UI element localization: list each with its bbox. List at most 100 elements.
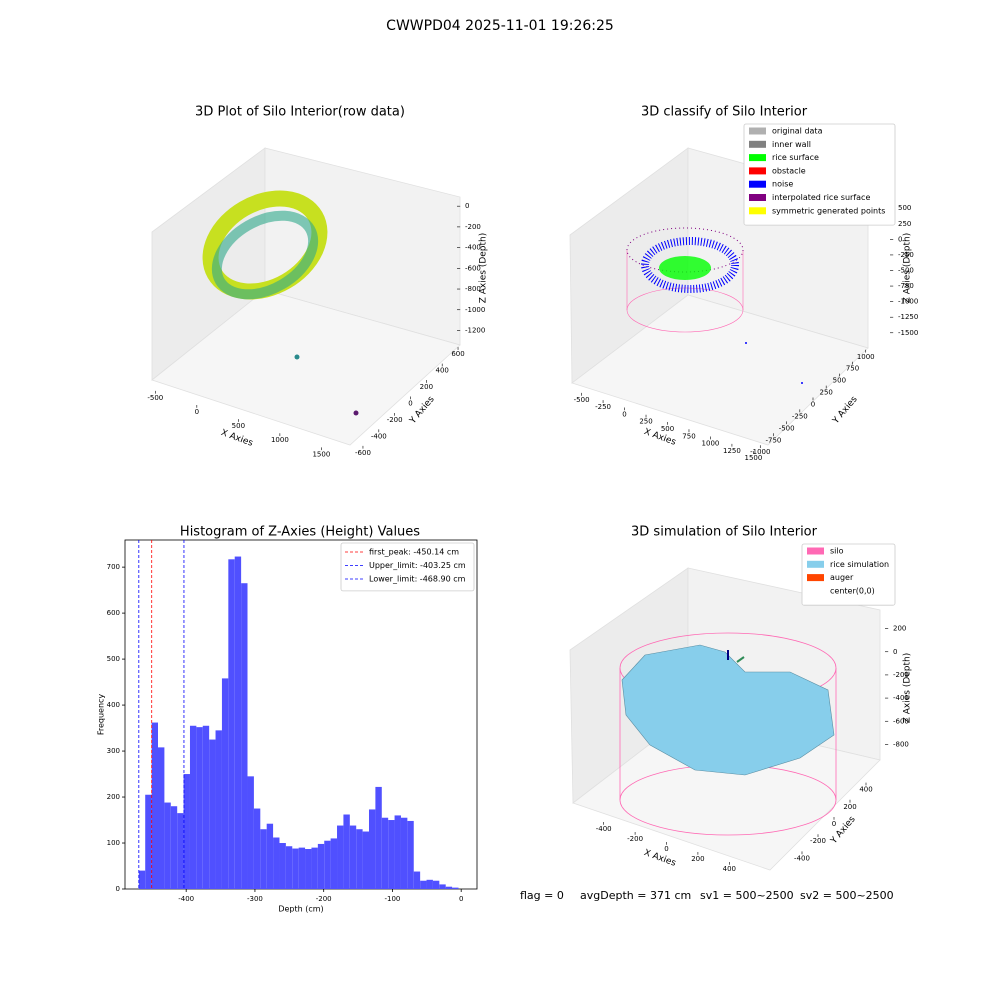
y-tick-label: 750 [846, 365, 859, 373]
z-tick-label: -1200 [465, 326, 485, 334]
legend-box [340, 542, 475, 592]
bar [394, 815, 401, 889]
bar [183, 774, 190, 889]
x-tick-label: -400 [178, 895, 194, 903]
legend-swatch [807, 574, 824, 582]
bar [285, 846, 293, 889]
x-tick-label: 1250 [723, 447, 741, 455]
y-tick-label: 1000 [857, 353, 875, 361]
legend-swatch [749, 127, 766, 135]
bar [209, 739, 216, 889]
z-tick-label: -600 [893, 717, 909, 725]
classified-cloud [626, 227, 803, 384]
y-tick-label: -200 [810, 837, 826, 845]
bar [439, 884, 446, 889]
z-tick-label: -800 [893, 740, 909, 748]
legend-label: Lower_limit: -468.90 cm [369, 575, 466, 584]
z-tick-label: 200 [893, 625, 906, 633]
bar [151, 722, 158, 889]
bar [138, 870, 146, 889]
z-tick-label: 500 [898, 204, 911, 212]
bar [368, 809, 376, 889]
x-tick-label: -200 [316, 895, 332, 903]
x-tick-label: 0 [195, 408, 199, 416]
z-tick-label: -200 [465, 223, 481, 231]
bar [311, 847, 318, 889]
z-tick-label: 250 [898, 220, 911, 228]
x-tick-label: 0 [459, 895, 463, 903]
z-tick-label: -400 [893, 694, 909, 702]
bar [452, 887, 459, 889]
bar [375, 786, 382, 889]
legend-label: center(0,0) [830, 586, 875, 595]
x-tick-label: 250 [639, 418, 652, 426]
bar [381, 817, 389, 889]
bar [388, 820, 395, 889]
bar [400, 817, 408, 889]
z-tick-label: 0 [893, 648, 897, 656]
x-tick-label: 1500 [744, 454, 762, 462]
z-tick-label: -200 [893, 671, 909, 679]
x-axis-label: Depth (cm) [278, 905, 323, 914]
y-tick-label: -600 [355, 449, 371, 457]
legend-swatch [749, 167, 766, 175]
z-tick-label: -600 [465, 264, 481, 272]
legend-swatch [749, 194, 766, 201]
footer-text: flag = 0 [520, 889, 564, 902]
bar [260, 829, 267, 889]
y-tick-label: 200 [420, 383, 433, 391]
x-tick-label: 1500 [312, 450, 330, 458]
y-tick-label: -400 [371, 432, 387, 440]
y-tick-label: 400 [436, 367, 449, 375]
x-tick-label: 0 [622, 410, 626, 418]
footer-text: sv1 = 500~2500 [700, 889, 794, 902]
bar [177, 813, 184, 889]
figure-title: CWWPD04 2025-11-01 19:26:25 [386, 18, 614, 34]
x-tick-label: -250 [595, 403, 611, 411]
x-tick-label: -500 [147, 394, 163, 402]
legend-label: original data [772, 127, 823, 136]
legend-label: first_peak: -450.14 cm [369, 548, 459, 557]
chart-title: 3D simulation of Silo Interior [631, 525, 818, 540]
bar [305, 848, 312, 889]
bar [298, 847, 306, 889]
legend-label: obstacle [772, 166, 806, 175]
y-tick-label: 500 [107, 655, 120, 663]
legend-swatch [749, 140, 766, 148]
bar [158, 747, 165, 889]
bar [356, 829, 363, 889]
chart-title: 3D classify of Silo Interior [641, 105, 808, 120]
legend-label: noise [772, 180, 793, 189]
bar [228, 559, 235, 889]
bar [445, 886, 453, 889]
legend-box [801, 543, 896, 606]
bar [164, 802, 171, 889]
y-tick-label: -200 [387, 416, 403, 424]
z-tick-label: -1000 [465, 306, 485, 314]
legend-swatch [807, 547, 824, 555]
bar [253, 808, 261, 889]
x-tick-label: 200 [691, 855, 704, 863]
bar [202, 725, 210, 889]
x-tick-label: -300 [247, 895, 263, 903]
legend-label: rice surface [772, 153, 819, 162]
bar [343, 814, 350, 889]
bar [221, 678, 229, 889]
y-tick-label: 700 [107, 563, 120, 571]
bar [170, 806, 178, 889]
footer: flag = 0 avgDepth = 371 cm sv1 = 500~250… [520, 889, 894, 902]
axes-box [151, 147, 461, 446]
y-tick-label: 200 [107, 793, 120, 801]
bar [241, 583, 248, 889]
y-tick-label: 100 [107, 839, 120, 847]
y-tick-label: 0 [116, 885, 120, 893]
y-tick-label: -500 [779, 424, 795, 432]
x-tick-label: 500 [232, 422, 245, 430]
z-tick-label: -1250 [898, 313, 918, 321]
z-axis-label: Z Axies (Depth) [479, 233, 489, 304]
legend-swatch [807, 560, 824, 568]
x-tick-label: -500 [574, 396, 590, 404]
y-tick-label: 400 [107, 701, 120, 709]
